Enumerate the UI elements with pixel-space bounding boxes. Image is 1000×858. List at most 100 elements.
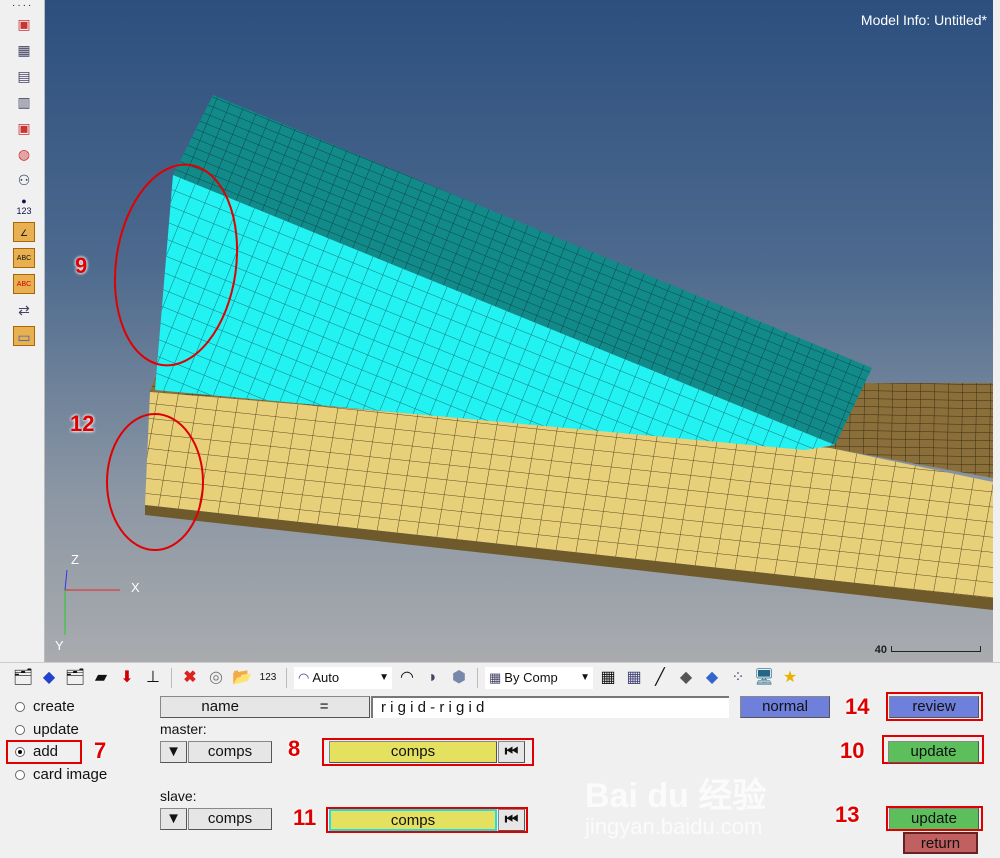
highlight-ellipse-12 [106,413,204,551]
annotation-7: 7 [94,738,107,763]
normal-button[interactable]: normal [740,696,830,718]
left-toolbar: ···· ▣ ▦ ▤ ▥ ▣ ◍ ⚇ ● 123 ∠ ABC ABC ⇄ ▭ [0,0,45,662]
axis-x-label: X [131,580,140,595]
info-123-icon[interactable]: ● 123 [16,196,32,216]
star-icon[interactable]: ★ [782,668,798,686]
delete-icon[interactable]: ✖ [183,668,197,686]
display-icon[interactable]: ▣ [17,16,31,32]
model-info: Model Info: Untitled* [860,12,987,28]
return-button[interactable]: return [903,832,978,854]
plane-icon[interactable]: ◆ [679,668,693,686]
display-by-dropdown[interactable]: ▦ By Comp ▼ [485,666,593,689]
monitor-icon[interactable]: 🖥 [753,668,775,686]
upper-wedge-side-face [155,175,835,450]
chevron-down-icon: ▼ [379,672,389,683]
radio-create[interactable]: create [15,698,75,715]
watermark-logo: Bai du 经验 [585,777,767,815]
move-icon[interactable]: 📂 [232,668,252,686]
mask-icon[interactable]: ▦ [17,42,31,58]
label-abc-icon[interactable]: ABC [13,248,35,268]
isolate-icon[interactable]: ◍ [17,146,31,162]
annotation-8: 8 [288,736,301,761]
radio-add[interactable]: add [15,743,58,760]
review-button[interactable]: review [889,696,979,718]
highlight-box [886,692,983,721]
axis-y-label: Y [55,638,64,653]
measure-angle-icon[interactable]: ∠ [13,222,35,242]
materials-icon[interactable]: 🗂 [64,668,86,686]
upper-wedge-top-face [173,95,872,445]
rigid-panel: create update add card image 7 name = r i… [0,692,1000,858]
highlight-box [882,735,984,764]
renumber-icon[interactable]: 123 [259,671,277,683]
separator [171,667,172,688]
separator [477,667,478,688]
master-reset-icon[interactable]: ⏮ [498,741,525,763]
slave-reset-icon[interactable]: ⏮ [498,809,525,831]
highlight-box [326,807,528,833]
reverse-icon[interactable]: ▣ [17,120,31,136]
master-type-dropdown[interactable]: ▼ [160,741,187,763]
master-selector[interactable]: comps [329,741,497,763]
radio-label: add [33,743,59,760]
annotation-9: 9 [75,253,88,278]
radio-dot[interactable] [15,724,25,735]
by-comp-icon: ▦ [489,669,502,685]
annotation-13: 13 [835,802,860,827]
axis-triad [64,569,120,635]
highlight-box [6,740,82,764]
slave-selector[interactable]: comps [329,809,497,831]
shell-icon[interactable]: ◆ [705,668,719,686]
update-slave-button[interactable]: update [889,808,979,830]
systems-icon[interactable]: ⊥ [146,668,160,686]
main-toolbar: 🗂 ◆ 🗂 ▰ ⬇ ⊥ ✖ ◎ 📂 123 ◠ Auto ▼ ◠ ◗ ⬢ ▦ By C… [0,662,1000,692]
name-label-button[interactable]: name = [160,696,370,718]
unmask-icon[interactable]: ▥ [17,94,31,110]
color-mode-icon: ◠ [298,669,310,685]
mesh-model [64,95,993,635]
shaded-surface-icon[interactable]: ◗ [428,668,438,686]
master-type-button[interactable]: comps [188,741,272,763]
slave-type-dropdown[interactable]: ▼ [160,808,187,830]
line-icon[interactable]: ╱ [655,668,665,686]
equals-sign: = [319,698,329,715]
slave-type-button[interactable]: comps [188,808,272,830]
lower-beam-front-face [145,392,993,610]
radio-dot[interactable] [15,769,25,780]
radio-dot[interactable] [15,701,25,712]
update-master-button[interactable]: update [888,741,979,763]
wireframe-elements-icon[interactable]: ▦ [600,668,616,686]
properties-icon[interactable]: ▰ [94,668,108,686]
loadcols-icon[interactable]: ⬇ [120,668,134,686]
scale-label: 40 [874,644,887,656]
explode-icon[interactable]: ⁘ [731,668,745,686]
label-abc-red-icon[interactable]: ABC [13,274,35,294]
highlight-box [886,806,983,831]
assemblies-icon[interactable]: ◆ [42,668,56,686]
organize-icon[interactable]: ◎ [209,668,223,686]
binoculars-icon[interactable]: ⚇ [17,172,31,188]
wire-surface-icon[interactable]: ◠ [400,668,414,686]
panel-icon[interactable]: ▭ [13,326,35,346]
chevron-down-icon: ▼ [166,810,181,827]
toolbar-grip[interactable]: ···· [12,0,34,11]
color-mode-dropdown[interactable]: ◠ Auto ▼ [294,666,392,689]
graphics-viewport[interactable]: Z X Y Model Info: Untitled* 40 9 12 [45,0,993,662]
radio-label: card image [33,766,108,783]
slave-label: slave: [160,788,197,804]
annotation-11: 11 [293,805,317,830]
chevron-down-icon: ▼ [580,672,590,683]
master-label: master: [160,721,207,737]
find-icon[interactable]: ▤ [17,68,31,84]
scale-bar [891,646,981,652]
radio-dot[interactable] [15,746,25,757]
radio-card-image[interactable]: card image [15,766,107,783]
radio-update[interactable]: update [15,721,79,738]
solid-icon[interactable]: ⬢ [452,668,466,686]
shaded-elements-icon[interactable]: ▦ [626,668,642,686]
separator [286,667,287,688]
components-icon[interactable]: 🗂 [12,668,34,686]
annotation-14: 14 [845,694,870,719]
name-input[interactable]: r i g i d - r i g i d [371,696,729,718]
rotate-icon[interactable]: ⇄ [18,302,30,318]
